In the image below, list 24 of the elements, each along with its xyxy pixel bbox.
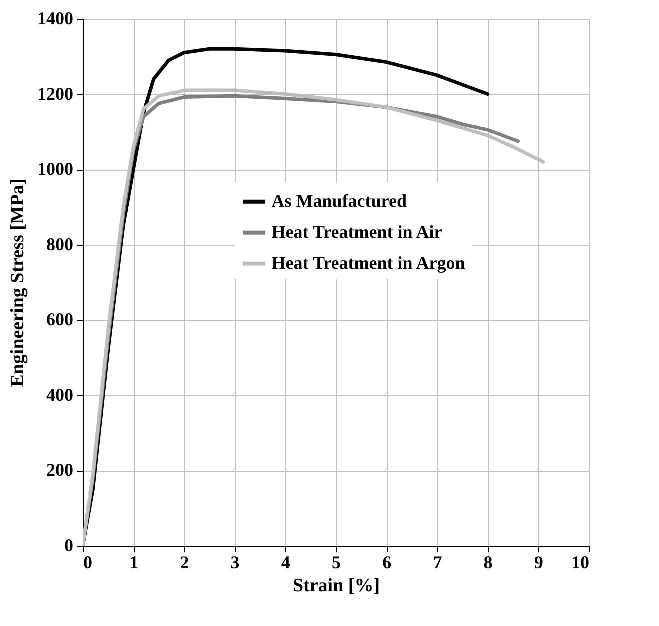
x-tick-label: 0: [84, 552, 92, 572]
y-tick-label: 1000: [38, 159, 74, 180]
y-tick-label: 200: [46, 460, 74, 480]
y-tick-label: 1400: [38, 8, 74, 28]
x-axis-title: Strain [%]: [292, 576, 380, 596]
x-tick-label: 9: [534, 552, 544, 572]
x-tick-label: 2: [180, 552, 190, 572]
x-tick-label: 4: [281, 552, 290, 572]
x-tick-label: 8: [484, 552, 493, 572]
x-tick-label: 10: [572, 552, 590, 572]
legend-label: Heat Treatment in Air: [272, 222, 442, 242]
y-tick-label: 600: [46, 310, 74, 330]
x-tick-label: 3: [230, 552, 240, 572]
y-tick-label: 800: [46, 234, 74, 254]
x-tick-label: 1: [130, 552, 139, 572]
x-tick-label: 6: [382, 552, 392, 572]
y-tick-label: 1200: [38, 84, 74, 104]
legend-label: Heat Treatment in Argon: [272, 252, 466, 273]
y-axis-title: Engineering Stress [MPa]: [8, 178, 28, 388]
x-tick-label: 7: [433, 552, 442, 572]
y-tick-label: 0: [64, 536, 74, 556]
legend-label: As Manufactured: [272, 190, 407, 211]
y-tick-label: 400: [46, 384, 74, 405]
x-tick-label: 5: [332, 552, 341, 572]
